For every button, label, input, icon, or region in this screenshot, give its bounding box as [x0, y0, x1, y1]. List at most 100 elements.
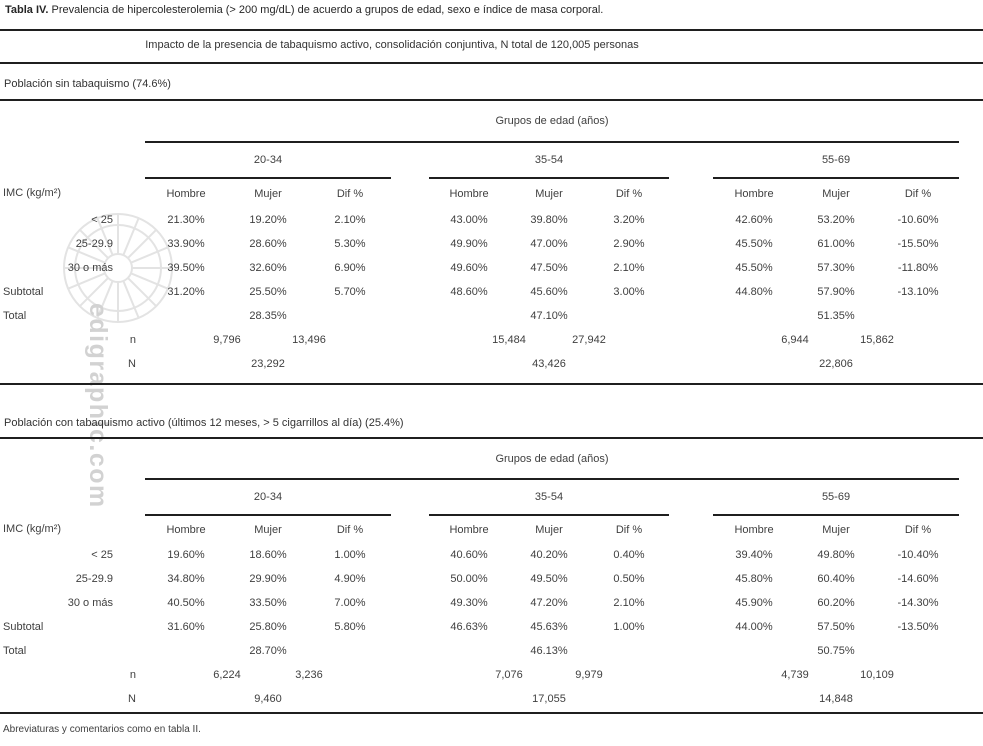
- total-value: 46.13%: [530, 645, 568, 657]
- table-title: Tabla IV. Prevalencia de hipercolesterol…: [5, 4, 603, 16]
- data-cell: 57.30%: [817, 262, 855, 274]
- total-value: 28.35%: [249, 310, 287, 322]
- data-cell: 53.20%: [817, 214, 855, 226]
- col-header-dif: Dif %: [336, 523, 364, 536]
- horizontal-rule: [0, 99, 983, 101]
- n-value: 4,739: [781, 669, 809, 681]
- col-header-mujer: Mujer: [254, 523, 282, 536]
- age-groups-header: Grupos de edad (años): [145, 101, 960, 143]
- data-cell: 25.50%: [249, 286, 287, 298]
- data-cell: 60.20%: [817, 597, 855, 609]
- n-row: n 9,796 13,496 15,484 27,942 6,944 15,86…: [0, 328, 959, 352]
- data-cell: 34.80%: [167, 573, 205, 585]
- data-cell: 45.80%: [735, 573, 773, 585]
- n-value: 3,236: [295, 669, 323, 681]
- table-row: 30 o más 40.50% 33.50% 7.00% 49.30% 47.2…: [0, 591, 959, 615]
- data-cell: 49.60%: [450, 262, 488, 274]
- data-cell: -14.30%: [897, 597, 939, 609]
- N-value: 17,055: [532, 693, 566, 705]
- data-cell: 6.90%: [334, 262, 366, 274]
- col-header-hombre: Hombre: [734, 187, 774, 200]
- row-label: Subtotal: [3, 621, 44, 633]
- row-label: Subtotal: [3, 286, 44, 298]
- n-value: 15,862: [860, 334, 894, 346]
- col-header-mujer: Mujer: [822, 523, 850, 536]
- N-value: 43,426: [532, 358, 566, 370]
- col-header-mujer: Mujer: [535, 187, 563, 200]
- data-cell: 47.00%: [530, 238, 568, 250]
- row-label: 25-29.9: [75, 573, 113, 585]
- data-cell: 32.60%: [249, 262, 287, 274]
- data-cell: 45.50%: [735, 262, 773, 274]
- data-cell: 3.00%: [613, 286, 645, 298]
- data-cell: 25.80%: [249, 621, 287, 633]
- data-cell: 61.00%: [817, 238, 855, 250]
- col-header-mujer: Mujer: [254, 187, 282, 200]
- row-label-n: n: [129, 334, 136, 346]
- table-number: Tabla IV.: [5, 4, 49, 16]
- data-cell: 50.00%: [450, 573, 488, 585]
- data-cell: 29.90%: [249, 573, 287, 585]
- data-cell: 28.60%: [249, 238, 287, 250]
- data-cell: 0.50%: [613, 573, 645, 585]
- data-cell: -13.10%: [897, 286, 939, 298]
- col-header-hombre: Hombre: [449, 523, 489, 536]
- data-cell: 49.30%: [450, 597, 488, 609]
- imc-header: IMC (kg/m²): [3, 187, 62, 199]
- table-row: < 25 19.60% 18.60% 1.00% 40.60% 40.20% 0…: [0, 543, 959, 567]
- col-header-dif: Dif %: [615, 523, 643, 536]
- horizontal-rule: [0, 29, 983, 31]
- col-header-dif: Dif %: [615, 187, 643, 200]
- row-label: 25-29.9: [75, 238, 113, 250]
- N-value: 9,460: [254, 693, 282, 705]
- total-value: 28.70%: [249, 645, 287, 657]
- col-header-hombre: Hombre: [734, 523, 774, 536]
- n-value: 13,496: [292, 334, 326, 346]
- n-value: 15,484: [492, 334, 526, 346]
- data-cell: 44.00%: [735, 621, 773, 633]
- n-value: 6,944: [781, 334, 809, 346]
- n-value: 9,979: [575, 669, 603, 681]
- horizontal-rule: [0, 62, 983, 64]
- col-header-dif: Dif %: [336, 187, 364, 200]
- data-cell: 7.00%: [334, 597, 366, 609]
- prevalence-table-active-smoking: Grupos de edad (años) 20-34 35-54 55-69 …: [0, 440, 960, 711]
- horizontal-rule: [0, 437, 983, 439]
- N-value: 14,848: [819, 693, 853, 705]
- row-label-total: Total: [3, 645, 27, 657]
- data-cell: -15.50%: [897, 238, 939, 250]
- data-cell: 39.50%: [167, 262, 205, 274]
- data-cell: 5.30%: [334, 238, 366, 250]
- data-cell: 4.90%: [334, 573, 366, 585]
- col-header-mujer: Mujer: [822, 187, 850, 200]
- data-cell: 49.90%: [450, 238, 488, 250]
- data-cell: 40.60%: [450, 549, 488, 561]
- data-cell: 57.50%: [817, 621, 855, 633]
- table-subtitle: Impacto de la presencia de tabaquismo ac…: [145, 39, 639, 51]
- data-cell: 31.20%: [167, 286, 205, 298]
- n-value: 7,076: [495, 669, 523, 681]
- data-cell: -11.80%: [897, 262, 939, 274]
- data-cell: 33.50%: [249, 597, 287, 609]
- data-cell: 2.90%: [613, 238, 645, 250]
- col-header-hombre: Hombre: [166, 187, 206, 200]
- n-value: 6,224: [213, 669, 241, 681]
- data-cell: 31.60%: [167, 621, 205, 633]
- data-cell: 44.80%: [735, 286, 773, 298]
- data-cell: -10.40%: [897, 549, 939, 561]
- data-cell: 47.50%: [530, 262, 568, 274]
- col-header-hombre: Hombre: [166, 523, 206, 536]
- age-group-label: 55-69: [713, 479, 960, 516]
- age-group-label: 55-69: [713, 142, 960, 179]
- N-value: 23,292: [251, 358, 285, 370]
- data-cell: 45.63%: [530, 621, 568, 633]
- data-cell: 2.10%: [613, 597, 645, 609]
- data-cell: 2.10%: [613, 262, 645, 274]
- total-value: 51.35%: [817, 310, 855, 322]
- n-value: 9,796: [213, 334, 241, 346]
- data-cell: 49.80%: [817, 549, 855, 561]
- n-value: 27,942: [572, 334, 606, 346]
- horizontal-rule: [0, 383, 983, 385]
- data-cell: 45.60%: [530, 286, 568, 298]
